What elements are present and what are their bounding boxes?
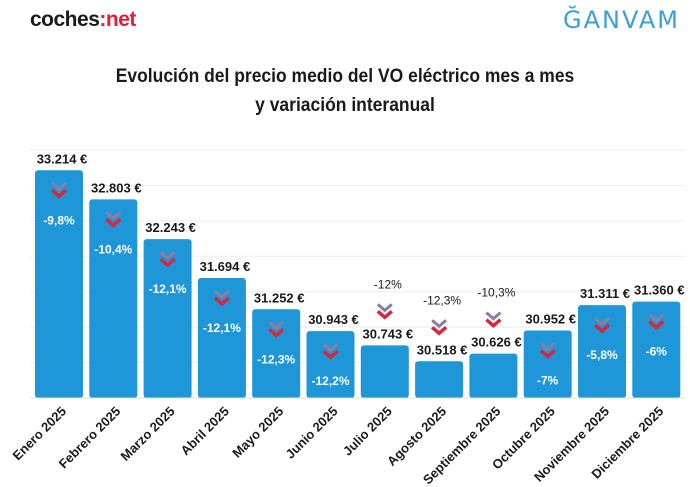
chevron-lower — [485, 318, 502, 328]
double-chevron-down-icon — [268, 321, 285, 338]
cochesnet-logo: coches:net — [30, 8, 136, 31]
value-label: 31.360 € — [634, 283, 685, 298]
chevron-lower — [376, 310, 393, 320]
chevron-upper — [539, 342, 556, 352]
chevron-upper — [51, 182, 67, 192]
value-label: 30.943 € — [308, 312, 359, 327]
chevron-lower — [213, 296, 231, 307]
value-label: 31.694 € — [200, 259, 251, 274]
chevron-lower — [539, 349, 556, 359]
double-chevron-down-icon — [376, 303, 393, 320]
double-chevron-down-icon — [430, 319, 448, 336]
yoy-variation-label: -12% — [374, 277, 402, 291]
bar-11 — [578, 305, 626, 398]
value-label: 31.311 € — [580, 286, 630, 301]
chevron-lower — [50, 188, 68, 199]
yoy-variation-label: -6% — [646, 345, 668, 359]
chevron-lower — [648, 320, 665, 330]
value-label: 33.214 € — [37, 151, 88, 166]
double-chevron-down-icon — [322, 343, 339, 360]
chevron-upper — [213, 289, 230, 299]
value-label: 32.243 € — [145, 220, 196, 235]
bar-6 — [306, 331, 355, 398]
double-chevron-down-icon — [159, 250, 176, 268]
bar-1 — [35, 170, 83, 398]
yoy-variation-label: -10,4% — [94, 242, 132, 256]
yoy-variation-label: -5,8% — [586, 348, 618, 362]
value-label: 32.803 € — [91, 180, 142, 195]
chevron-lower — [322, 349, 339, 360]
yoy-variation-label: -12,3% — [423, 293, 461, 307]
value-label: 30.518 € — [417, 342, 468, 357]
double-chevron-down-icon — [593, 316, 611, 334]
yoy-variation-label: -12,3% — [257, 352, 295, 366]
chevron-lower — [105, 218, 122, 228]
chevron-lower — [268, 327, 285, 338]
chevron-upper — [322, 343, 339, 353]
value-label: 31.252 € — [254, 290, 305, 305]
bar-3 — [143, 239, 192, 398]
ganvam-logo: ĞANVAM — [563, 6, 680, 34]
category-label: Mayo 2025 — [229, 404, 286, 461]
chevron-upper — [431, 319, 448, 329]
category-label: Abril 2025 — [177, 404, 232, 459]
double-chevron-down-icon — [539, 342, 556, 359]
chevron-lower — [159, 257, 176, 268]
double-chevron-down-icon — [213, 289, 231, 307]
yoy-variation-label: -10,3% — [477, 286, 515, 300]
bar-10 — [523, 330, 572, 398]
title-line-1: Evolución del precio medio del VO eléctr… — [115, 66, 575, 87]
double-chevron-down-icon — [105, 211, 122, 228]
chevron-upper — [105, 211, 122, 221]
chevron-upper — [268, 321, 285, 331]
double-chevron-down-icon — [50, 182, 68, 199]
chevron-upper — [376, 303, 393, 313]
bar-7 — [360, 345, 409, 398]
double-chevron-down-icon — [648, 313, 665, 330]
category-label: Junio 2025 — [282, 404, 340, 462]
category-label: Julio 2025 — [340, 404, 395, 459]
chevron-lower — [430, 325, 448, 336]
yoy-variation-label: -12,2% — [311, 374, 349, 388]
chevron-upper — [485, 311, 502, 321]
category-label: Enero 2025 — [9, 404, 69, 464]
double-chevron-down-icon — [485, 311, 502, 328]
value-label: 30.743 € — [362, 326, 413, 341]
value-label: 30.952 € — [525, 312, 576, 327]
bar-12 — [632, 301, 681, 398]
yoy-variation-label: -9,8% — [43, 213, 75, 227]
bar-5 — [252, 309, 301, 398]
chevron-upper — [648, 313, 665, 323]
title-line-2: y variación interanual — [255, 95, 435, 116]
bar-4 — [197, 277, 246, 398]
bar-9 — [469, 353, 518, 398]
yoy-variation-label: -7% — [537, 374, 559, 388]
chevron-upper — [594, 316, 610, 327]
yoy-variation-label: -12,1% — [203, 321, 241, 335]
yoy-variation-label: -12,1% — [149, 282, 187, 296]
bar-8 — [415, 361, 464, 398]
chevron-upper — [159, 250, 176, 261]
category-label: Marzo 2025 — [118, 404, 178, 464]
chevron-lower — [593, 323, 611, 334]
bar-2 — [89, 199, 138, 398]
chart-title: Evolución del precio medio del VO eléctr… — [28, 62, 663, 120]
value-label: 30.626 € — [471, 335, 522, 350]
